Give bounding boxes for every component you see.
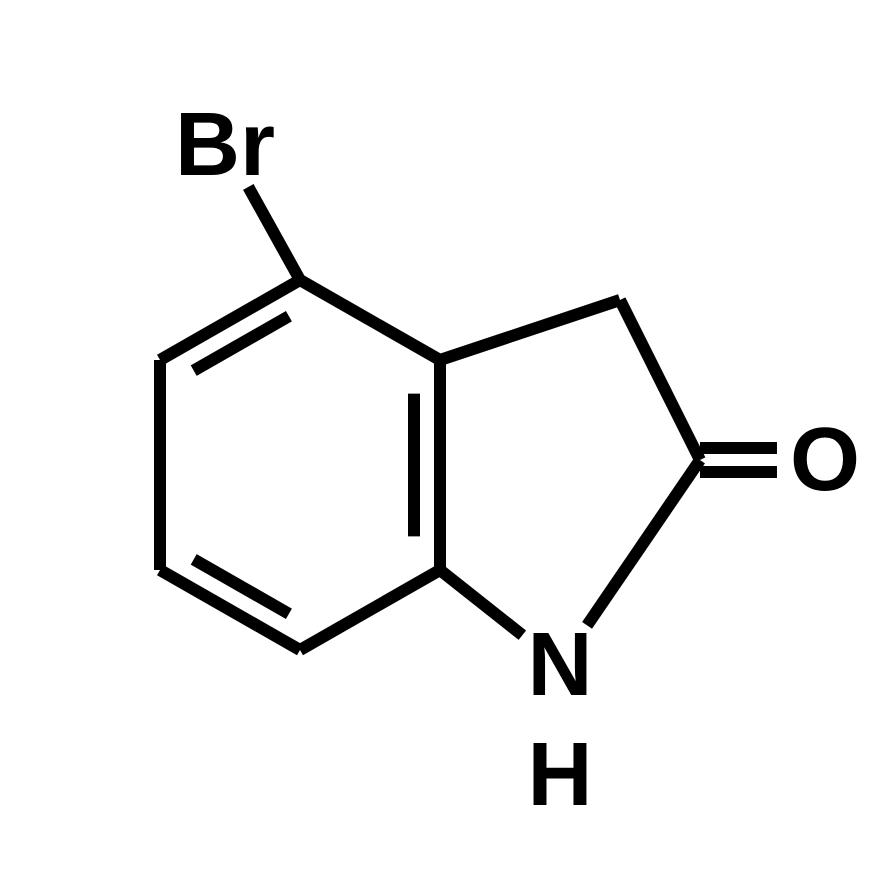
bond-line [300, 280, 440, 360]
bond-line [300, 570, 440, 650]
bond-line [194, 559, 289, 613]
atom-label-n: N [528, 615, 593, 715]
bond-line [587, 460, 700, 625]
bond-line [194, 316, 289, 370]
bond-line [440, 570, 522, 635]
bond-line [440, 300, 620, 360]
bond-line [620, 300, 700, 460]
atom-label-br: Br [175, 95, 275, 195]
atom-label-o: O [790, 410, 860, 510]
chemical-structure-diagram: Br O NH [0, 0, 890, 890]
atom-label-h: H [528, 725, 593, 825]
bond-line [248, 187, 300, 280]
